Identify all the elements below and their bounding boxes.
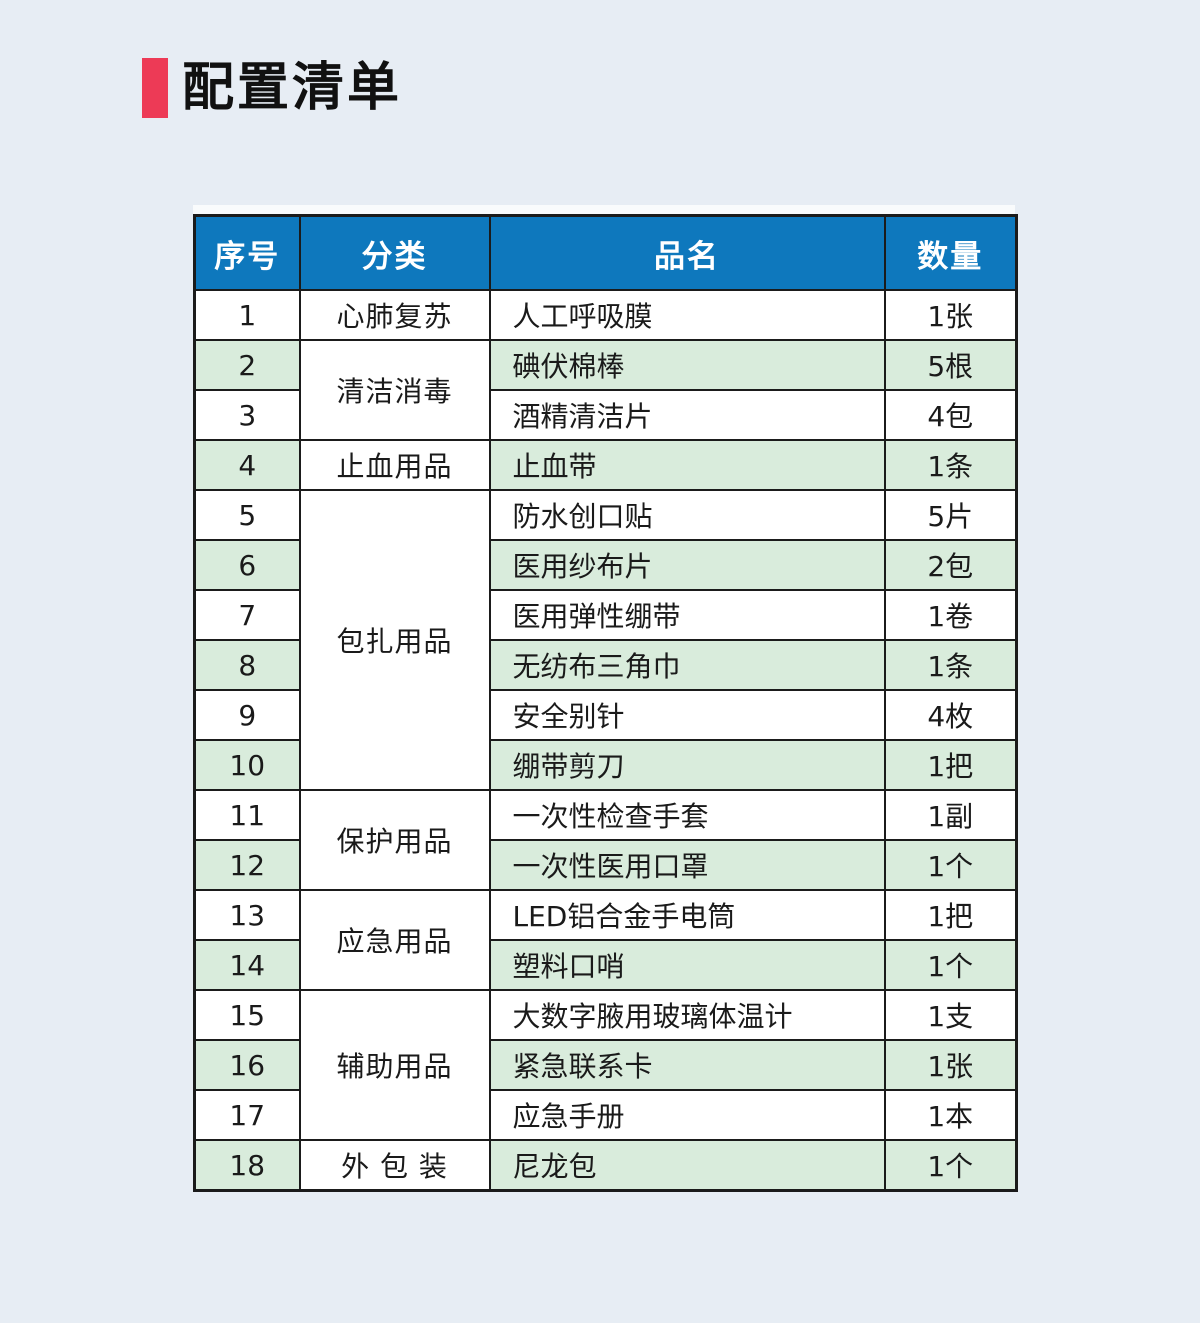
quantity-cell: 1把 <box>883 739 1018 791</box>
row-index-cell: 12 <box>193 839 301 891</box>
category-cell: 辅助用品 <box>298 989 491 1141</box>
header-row: 序号 分类 品名 数量 <box>193 214 1018 291</box>
title-accent-bar <box>142 58 168 118</box>
category-cell: 心肺复苏 <box>298 289 491 341</box>
quantity-cell: 1张 <box>883 289 1018 341</box>
item-name-cell: 人工呼吸膜 <box>488 289 886 341</box>
item-name-cell: 防水创口贴 <box>488 489 886 541</box>
table-row: 12 一次性医用口罩 1个 <box>193 839 1018 891</box>
row-index-cell: 8 <box>193 639 301 691</box>
quantity-cell: 1条 <box>883 439 1018 491</box>
quantity-cell: 1张 <box>883 1039 1018 1091</box>
table-row: 6 医用纱布片 2包 <box>193 539 1018 591</box>
quantity-cell: 5根 <box>883 339 1018 391</box>
quantity-cell: 2包 <box>883 539 1018 591</box>
row-index-cell: 11 <box>193 789 301 841</box>
row-index-cell: 3 <box>193 389 301 441</box>
item-name-cell: 尼龙包 <box>488 1139 886 1192</box>
row-index-cell: 5 <box>193 489 301 541</box>
category-cell: 保护用品 <box>298 789 491 891</box>
row-index-cell: 16 <box>193 1039 301 1091</box>
item-name-cell: 紧急联系卡 <box>488 1039 886 1091</box>
row-index-cell: 17 <box>193 1089 301 1141</box>
row-index-cell: 4 <box>193 439 301 491</box>
quantity-cell: 1卷 <box>883 589 1018 641</box>
table-row: 14 塑料口哨 1个 <box>193 939 1018 991</box>
item-name-cell: 无纺布三角巾 <box>488 639 886 691</box>
table-row: 16 紧急联系卡 1张 <box>193 1039 1018 1091</box>
row-index-cell: 10 <box>193 739 301 791</box>
column-header-index: 序号 <box>193 214 301 291</box>
row-index-cell: 15 <box>193 989 301 1041</box>
item-name-cell: 碘伏棉棒 <box>488 339 886 391</box>
quantity-cell: 4包 <box>883 389 1018 441</box>
table-row: 11 保护用品 一次性检查手套 1副 <box>193 789 1018 891</box>
table-row: 18 外 包 装尼龙包 1个 <box>193 1139 1018 1192</box>
config-table-container: 序号 分类 品名 数量 1 心肺复苏 人工呼吸膜 1张 2 清洁消毒 碘伏棉棒 5根 3 酒精清洁… <box>193 214 1018 1192</box>
row-index-cell: 9 <box>193 689 301 741</box>
quantity-cell: 1支 <box>883 989 1018 1041</box>
row-index-cell: 14 <box>193 939 301 991</box>
item-name-cell: 医用弹性绷带 <box>488 589 886 641</box>
row-index-cell: 1 <box>193 289 301 341</box>
column-header-quantity: 数量 <box>883 214 1018 291</box>
table-row: 7 医用弹性绷带 1卷 <box>193 589 1018 641</box>
table-row: 5 包扎用品 防水创口贴 5片 <box>193 489 1018 791</box>
item-name-cell: 大数字腋用玻璃体温计 <box>488 989 886 1041</box>
category-cell: 外 包 装 <box>298 1139 491 1192</box>
table-row: 10 绷带剪刀 1把 <box>193 739 1018 791</box>
item-name-cell: 医用纱布片 <box>488 539 886 591</box>
quantity-cell: 1个 <box>883 839 1018 891</box>
page-title: 配置清单 <box>182 58 403 118</box>
item-name-cell: LED铝合金手电筒 <box>488 889 886 941</box>
item-name-cell: 应急手册 <box>488 1089 886 1141</box>
category-cell: 清洁消毒 <box>298 339 491 441</box>
table-row: 3 酒精清洁片 4包 <box>193 389 1018 441</box>
config-table: 序号 分类 品名 数量 1 心肺复苏 人工呼吸膜 1张 2 清洁消毒 碘伏棉棒 5根 3 酒精清洁… <box>193 214 1018 1192</box>
category-cell: 应急用品 <box>298 889 491 991</box>
item-name-cell: 止血带 <box>488 439 886 491</box>
quantity-cell: 1个 <box>883 939 1018 991</box>
table-row: 8 无纺布三角巾 1条 <box>193 639 1018 691</box>
item-name-cell: 绷带剪刀 <box>488 739 886 791</box>
column-header-category: 分类 <box>298 214 491 291</box>
category-cell: 包扎用品 <box>298 489 491 791</box>
table-row: 15 辅助用品 大数字腋用玻璃体温计 1支 <box>193 989 1018 1141</box>
table-row: 2 清洁消毒 碘伏棉棒 5根 <box>193 339 1018 441</box>
quantity-cell: 1副 <box>883 789 1018 841</box>
item-name-cell: 一次性医用口罩 <box>488 839 886 891</box>
table-top-highlight <box>193 205 1015 214</box>
quantity-cell: 4枚 <box>883 689 1018 741</box>
row-index-cell: 7 <box>193 589 301 641</box>
quantity-cell: 1本 <box>883 1089 1018 1141</box>
item-name-cell: 塑料口哨 <box>488 939 886 991</box>
item-name-cell: 酒精清洁片 <box>488 389 886 441</box>
item-name-cell: 一次性检查手套 <box>488 789 886 841</box>
item-name-cell: 安全别针 <box>488 689 886 741</box>
row-index-cell: 18 <box>193 1139 301 1192</box>
category-cell: 止血用品 <box>298 439 491 491</box>
quantity-cell: 1条 <box>883 639 1018 691</box>
table-row: 13 应急用品 LED铝合金手电筒 1把 <box>193 889 1018 991</box>
table-row: 1 心肺复苏 人工呼吸膜 1张 <box>193 289 1018 341</box>
quantity-cell: 5片 <box>883 489 1018 541</box>
quantity-cell: 1把 <box>883 889 1018 941</box>
column-header-name: 品名 <box>488 214 886 291</box>
row-index-cell: 13 <box>193 889 301 941</box>
page-title-block: 配置清单 <box>142 58 402 118</box>
row-index-cell: 6 <box>193 539 301 591</box>
table-row: 4 止血用品 止血带 1条 <box>193 439 1018 491</box>
quantity-cell: 1个 <box>883 1139 1018 1192</box>
table-row: 17 应急手册 1本 <box>193 1089 1018 1141</box>
table-row: 9 安全别针 4枚 <box>193 689 1018 741</box>
row-index-cell: 2 <box>193 339 301 391</box>
